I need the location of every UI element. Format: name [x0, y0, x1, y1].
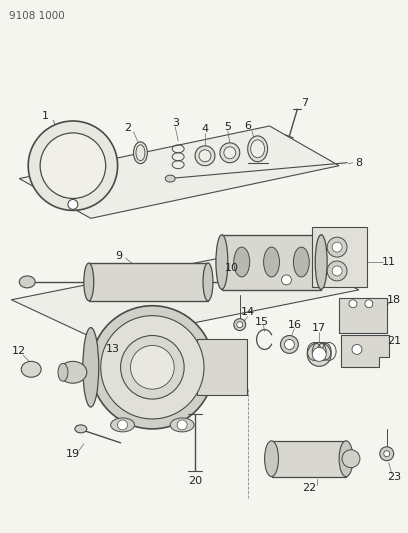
Text: 3: 3	[172, 118, 179, 128]
Ellipse shape	[84, 263, 94, 301]
Text: 6: 6	[244, 121, 251, 131]
Circle shape	[101, 316, 204, 419]
Text: 9108 1000: 9108 1000	[9, 11, 65, 21]
Text: 22: 22	[302, 483, 316, 494]
Ellipse shape	[75, 425, 87, 433]
Ellipse shape	[165, 175, 175, 182]
Circle shape	[199, 150, 211, 161]
Ellipse shape	[264, 247, 279, 277]
Bar	[339, 298, 387, 333]
Circle shape	[282, 275, 291, 285]
Ellipse shape	[248, 136, 268, 161]
Ellipse shape	[133, 142, 147, 164]
Circle shape	[40, 133, 106, 198]
Bar	[272, 441, 346, 477]
Circle shape	[224, 147, 236, 159]
Circle shape	[121, 336, 184, 399]
Polygon shape	[341, 335, 389, 367]
Text: 21: 21	[387, 336, 401, 346]
Circle shape	[327, 261, 347, 281]
Circle shape	[352, 344, 362, 354]
Circle shape	[118, 420, 128, 430]
Circle shape	[177, 420, 187, 430]
Text: 17: 17	[312, 322, 326, 333]
Text: 15: 15	[255, 317, 268, 327]
Ellipse shape	[264, 441, 279, 477]
Ellipse shape	[21, 361, 41, 377]
Bar	[312, 227, 367, 287]
Circle shape	[284, 340, 295, 350]
Ellipse shape	[111, 418, 135, 432]
Polygon shape	[19, 126, 339, 219]
Bar	[197, 340, 247, 395]
Text: 11: 11	[382, 257, 396, 267]
Text: 12: 12	[12, 346, 27, 357]
Text: 23: 23	[387, 472, 401, 481]
Polygon shape	[11, 248, 359, 342]
Circle shape	[365, 300, 373, 308]
Circle shape	[327, 237, 347, 257]
Circle shape	[28, 121, 118, 211]
Text: 9: 9	[115, 251, 122, 261]
Ellipse shape	[315, 235, 327, 289]
Circle shape	[380, 447, 394, 461]
Circle shape	[342, 450, 360, 467]
Ellipse shape	[293, 247, 309, 277]
Ellipse shape	[216, 235, 228, 289]
Circle shape	[332, 242, 342, 252]
Circle shape	[234, 319, 246, 330]
Text: 10: 10	[225, 263, 239, 273]
Circle shape	[220, 143, 240, 163]
Text: 8: 8	[355, 158, 362, 168]
Bar	[222, 235, 321, 290]
Bar	[89, 263, 208, 301]
Text: 2: 2	[124, 123, 131, 133]
Ellipse shape	[83, 328, 99, 407]
Text: 19: 19	[66, 449, 80, 459]
Text: 7: 7	[301, 98, 308, 108]
Text: 16: 16	[287, 320, 302, 329]
Text: 5: 5	[224, 122, 231, 132]
Circle shape	[68, 199, 78, 209]
Circle shape	[91, 306, 214, 429]
Text: 13: 13	[106, 344, 120, 354]
Circle shape	[195, 146, 215, 166]
Circle shape	[312, 348, 326, 361]
Ellipse shape	[203, 263, 213, 301]
Circle shape	[307, 343, 331, 366]
Circle shape	[237, 321, 243, 328]
Circle shape	[349, 300, 357, 308]
Ellipse shape	[58, 364, 68, 381]
Ellipse shape	[339, 441, 353, 477]
Text: 4: 4	[202, 124, 208, 134]
Circle shape	[131, 345, 174, 389]
Ellipse shape	[136, 145, 145, 161]
Ellipse shape	[234, 247, 250, 277]
Ellipse shape	[19, 276, 35, 288]
Circle shape	[332, 266, 342, 276]
Ellipse shape	[170, 418, 194, 432]
Ellipse shape	[59, 361, 87, 383]
Circle shape	[280, 336, 298, 353]
Text: 1: 1	[42, 111, 49, 121]
Ellipse shape	[251, 140, 264, 158]
Text: 20: 20	[188, 475, 202, 486]
Text: 14: 14	[241, 306, 255, 317]
Text: 18: 18	[387, 295, 401, 305]
Circle shape	[384, 451, 390, 457]
